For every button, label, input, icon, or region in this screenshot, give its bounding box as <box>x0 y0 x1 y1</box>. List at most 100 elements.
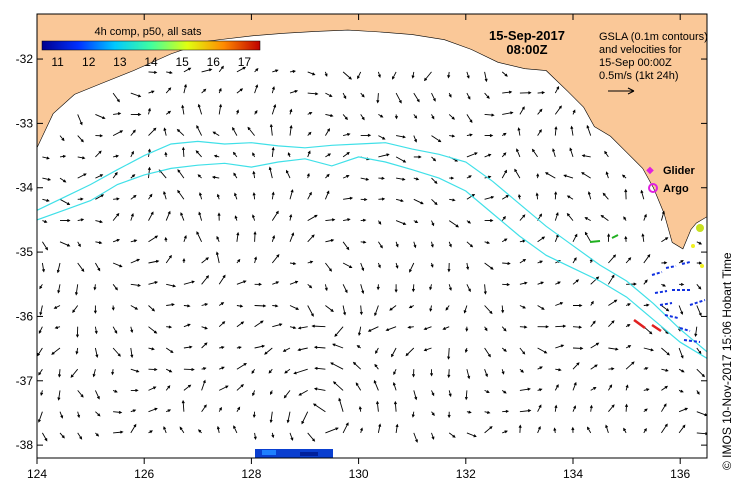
velocity-arrow <box>272 304 279 308</box>
velocity-arrow <box>271 254 280 264</box>
velocity-arrow <box>501 71 508 77</box>
velocity-arrow <box>431 390 435 397</box>
velocity-arrow <box>501 369 505 375</box>
velocity-arrow <box>360 133 372 137</box>
velocity-arrow <box>554 105 562 115</box>
velocity-arrow <box>183 280 195 285</box>
sst-swath-detail <box>262 450 276 455</box>
velocity-arrow <box>268 166 273 179</box>
velocity-arrow <box>357 71 362 80</box>
velocity-arrow <box>608 404 615 412</box>
velocity-arrow <box>465 326 469 332</box>
velocity-arrow <box>147 107 151 115</box>
velocity-arrow <box>625 345 632 349</box>
velocity-arrow <box>166 283 177 288</box>
velocity-arrow <box>396 177 406 181</box>
velocity-arrow <box>252 214 256 221</box>
velocity-arrow <box>252 170 256 179</box>
velocity-arrow <box>236 384 244 391</box>
x-tick-label: 134 <box>563 467 583 481</box>
glider-track <box>589 234 619 243</box>
velocity-arrow <box>431 114 435 120</box>
velocity-arrow <box>307 71 316 76</box>
velocity-arrow <box>514 168 521 179</box>
velocity-arrow <box>181 399 185 412</box>
velocity-arrow <box>661 237 669 243</box>
velocity-arrow <box>356 345 361 349</box>
velocity-arrow <box>463 305 468 314</box>
velocity-arrow <box>502 430 508 434</box>
velocity-arrow <box>166 303 175 307</box>
velocity-arrow <box>678 368 685 373</box>
velocity-arrow <box>284 368 291 374</box>
velocity-arrow <box>342 114 348 121</box>
velocity-arrow <box>289 69 296 73</box>
velocity-arrow <box>537 91 546 95</box>
velocity-arrow <box>516 148 521 158</box>
velocity-arrow <box>590 276 600 285</box>
y-tick-label: -37 <box>16 374 34 388</box>
velocity-arrow <box>218 302 225 306</box>
velocity-arrow <box>405 347 415 357</box>
velocity-arrow <box>423 347 432 352</box>
velocity-arrow <box>608 384 613 391</box>
colorbar-tick-label: 14 <box>144 55 158 69</box>
velocity-arrow <box>75 347 79 355</box>
velocity-arrow <box>165 110 172 115</box>
velocity-arrow <box>590 364 598 370</box>
velocity-arrow <box>544 172 556 179</box>
velocity-arrow <box>643 279 648 285</box>
colorbar-label: 4h comp, p50, all sats <box>94 26 202 38</box>
velocity-arrow <box>431 198 438 206</box>
velocity-arrow <box>484 305 493 315</box>
velocity-arrow <box>661 423 668 434</box>
velocity-arrow <box>112 262 123 268</box>
velocity-arrow <box>447 262 451 273</box>
velocity-arrow <box>466 284 471 293</box>
velocity-arrow <box>449 198 456 202</box>
satellite-sst-swath <box>255 449 333 458</box>
velocity-arrow <box>584 217 591 221</box>
velocity-arrow <box>376 93 380 104</box>
velocity-arrow <box>216 235 220 242</box>
velocity-arrow <box>182 257 186 264</box>
velocity-arrow <box>360 177 370 181</box>
velocity-arrow <box>253 231 257 242</box>
velocity-arrow <box>282 347 291 352</box>
velocity-arrow <box>678 389 684 393</box>
velocity-arrow <box>466 241 474 248</box>
velocity-arrow <box>661 347 670 356</box>
velocity-arrow <box>57 390 61 401</box>
velocity-arrow <box>466 410 472 414</box>
plot-frame <box>36 13 708 459</box>
velocity-arrow <box>389 305 397 311</box>
velocity-arrow <box>298 390 308 396</box>
velocity-arrow <box>661 368 669 372</box>
x-tick-label: 130 <box>349 467 369 481</box>
velocity-arrow <box>445 305 450 311</box>
velocity-arrow <box>59 135 65 142</box>
velocity-arrow <box>395 156 407 163</box>
velocity-arrow <box>678 259 684 264</box>
velocity-arrow <box>264 347 273 355</box>
observation-tracks <box>589 224 706 343</box>
velocity-arrow <box>307 432 316 442</box>
velocity-arrow <box>519 347 526 355</box>
velocity-arrow <box>216 425 220 433</box>
velocity-arrow <box>413 241 417 249</box>
velocity-arrow <box>325 113 334 118</box>
velocity-arrow <box>236 66 247 73</box>
velocity-arrow <box>164 236 168 242</box>
velocity-arrow <box>51 347 61 355</box>
velocity-arrow <box>660 210 665 221</box>
velocity-arrow <box>408 305 415 309</box>
velocity-arrow <box>112 171 118 179</box>
velocity-arrow <box>553 427 557 433</box>
velocity-arrow <box>375 400 380 412</box>
velocity-arrow <box>413 198 424 205</box>
velocity-arrow <box>535 192 539 200</box>
velocity-arrow <box>130 305 139 310</box>
colorbar: 4h comp, p50, all sats 11 12 13 14 15 16 17 <box>41 26 261 69</box>
velocity-arrow <box>555 368 562 372</box>
velocity-arrow <box>600 214 609 221</box>
